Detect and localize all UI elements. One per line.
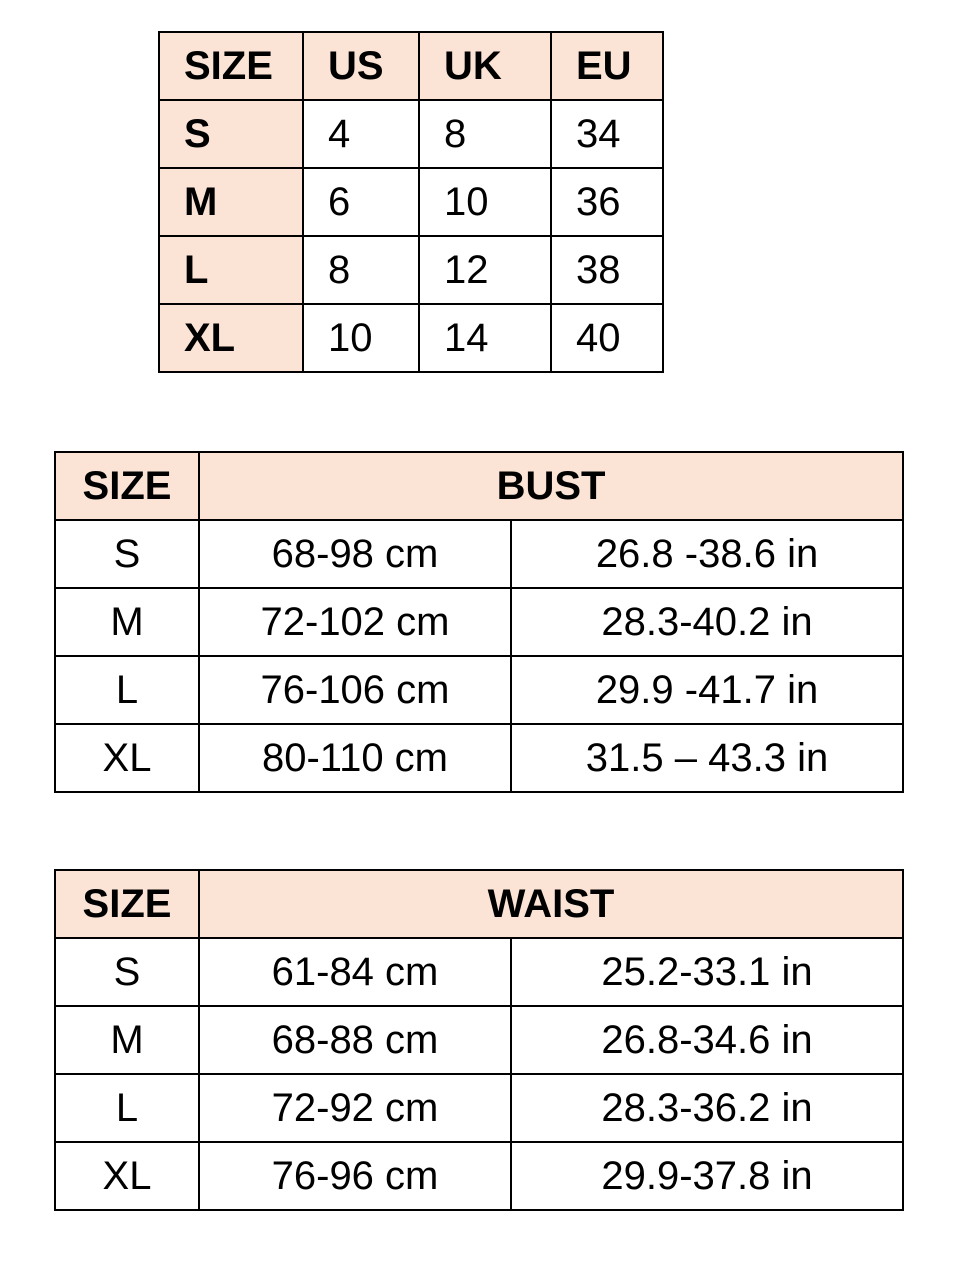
size-cell: L xyxy=(54,1073,200,1143)
table-row: M 68-88 cm 26.8-34.6 in xyxy=(54,1005,905,1075)
header-cell: SIZE xyxy=(54,869,200,939)
cm-cell: 80-110 cm xyxy=(198,723,512,793)
table-row: XL 80-110 cm 31.5 – 43.3 in xyxy=(54,723,905,793)
cm-cell: 72-102 cm xyxy=(198,587,512,657)
size-cell: S xyxy=(54,937,200,1007)
cm-cell: 72-92 cm xyxy=(198,1073,512,1143)
header-cell: US xyxy=(302,31,420,101)
in-cell: 31.5 – 43.3 in xyxy=(509,723,905,793)
size-cell: XL xyxy=(54,723,200,793)
table-cell: 40 xyxy=(550,303,664,373)
table-cell: 6 xyxy=(302,167,420,237)
size-cell: XL xyxy=(54,1141,200,1211)
in-cell: 25.2-33.1 in xyxy=(509,937,905,1007)
size-cell: L xyxy=(158,235,304,305)
in-cell: 26.8 -38.6 in xyxy=(509,519,905,589)
bust-table: SIZE BUST S 68-98 cm 26.8 -38.6 in M 72-… xyxy=(54,451,905,793)
table-cell: 10 xyxy=(302,303,420,373)
table-row: L 8 12 38 xyxy=(158,235,664,305)
table-row: XL 10 14 40 xyxy=(158,303,664,373)
header-cell: EU xyxy=(550,31,664,101)
table-row: XL 76-96 cm 29.9-37.8 in xyxy=(54,1141,905,1211)
table-cell: 14 xyxy=(418,303,552,373)
table-cell: 8 xyxy=(302,235,420,305)
in-cell: 29.9 -41.7 in xyxy=(509,655,905,725)
table-row: S 68-98 cm 26.8 -38.6 in xyxy=(54,519,905,589)
size-cell: S xyxy=(158,99,304,169)
cm-cell: 68-88 cm xyxy=(198,1005,512,1075)
table-row: M 6 10 36 xyxy=(158,167,664,237)
size-cell: M xyxy=(54,1005,200,1075)
table-row: S 4 8 34 xyxy=(158,99,664,169)
header-cell: UK xyxy=(418,31,552,101)
table-cell: 4 xyxy=(302,99,420,169)
size-cell: L xyxy=(54,655,200,725)
in-cell: 28.3-40.2 in xyxy=(509,587,905,657)
table-cell: 38 xyxy=(550,235,664,305)
header-row: SIZE US UK EU xyxy=(158,31,664,101)
table-row: L 76-106 cm 29.9 -41.7 in xyxy=(54,655,905,725)
size-cell: S xyxy=(54,519,200,589)
table-row: L 72-92 cm 28.3-36.2 in xyxy=(54,1073,905,1143)
size-cell: M xyxy=(158,167,304,237)
table-cell: 8 xyxy=(418,99,552,169)
cm-cell: 76-96 cm xyxy=(198,1141,512,1211)
header-cell: SIZE xyxy=(158,31,304,101)
table-row: M 72-102 cm 28.3-40.2 in xyxy=(54,587,905,657)
header-row: SIZE WAIST xyxy=(54,869,905,939)
cm-cell: 76-106 cm xyxy=(198,655,512,725)
in-cell: 26.8-34.6 in xyxy=(509,1005,905,1075)
table-cell: 34 xyxy=(550,99,664,169)
size-cell: XL xyxy=(158,303,304,373)
cm-cell: 68-98 cm xyxy=(198,519,512,589)
header-cell: WAIST xyxy=(197,869,905,939)
table-row: S 61-84 cm 25.2-33.1 in xyxy=(54,937,905,1007)
header-cell: SIZE xyxy=(54,451,200,521)
size-cell: M xyxy=(54,587,200,657)
table-cell: 12 xyxy=(418,235,552,305)
in-cell: 29.9-37.8 in xyxy=(509,1141,905,1211)
size-conversion-table: SIZE US UK EU S 4 8 34 M 6 10 36 L 8 12 … xyxy=(158,31,664,373)
header-cell: BUST xyxy=(197,451,905,521)
in-cell: 28.3-36.2 in xyxy=(509,1073,905,1143)
cm-cell: 61-84 cm xyxy=(198,937,512,1007)
header-row: SIZE BUST xyxy=(54,451,905,521)
table-cell: 36 xyxy=(550,167,664,237)
waist-table: SIZE WAIST S 61-84 cm 25.2-33.1 in M 68-… xyxy=(54,869,905,1211)
table-cell: 10 xyxy=(418,167,552,237)
